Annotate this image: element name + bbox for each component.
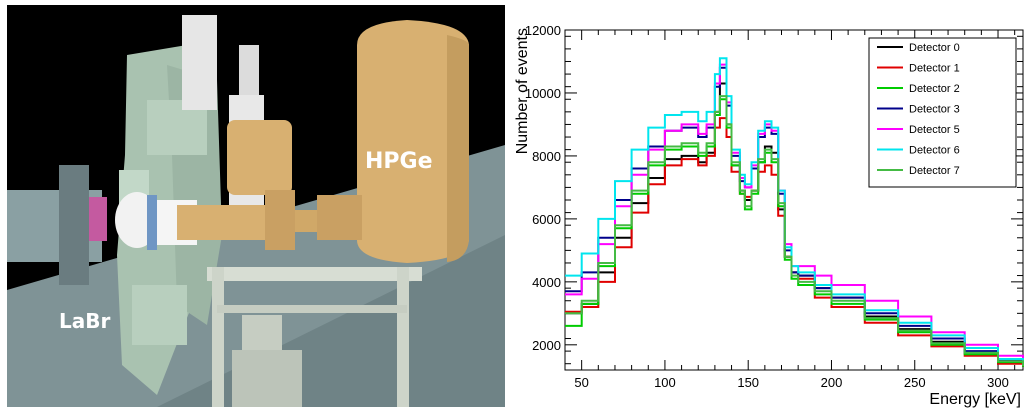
series-line-detector-7 <box>565 95 1024 367</box>
small-detector <box>227 120 292 195</box>
detector-arm-collar <box>265 190 295 250</box>
legend-label: Detector 3 <box>909 104 960 116</box>
y-tick-label: 2000 <box>532 338 561 353</box>
hpge-label: HPGe <box>365 149 433 174</box>
support-frame-leg-right <box>397 267 409 407</box>
x-tick-label: 300 <box>987 375 1009 390</box>
x-tick-label: 200 <box>821 375 843 390</box>
support-frame-leg-left <box>212 267 224 407</box>
x-tick-labels: 50 100 150 200 250 300 <box>574 375 1008 390</box>
x-tick-label: 250 <box>904 375 926 390</box>
beam-flange <box>59 165 89 285</box>
legend-items: Detector 0 Detector 1 Detector 2 Detector 3… <box>877 42 960 177</box>
legend-label: Detector 2 <box>909 83 960 95</box>
hpge-crystal-housing <box>317 195 362 240</box>
y-tick-label: 12000 <box>525 23 561 38</box>
y-axis-title: Number of events <box>514 28 531 154</box>
axis-ticks <box>564 29 1023 370</box>
support-base <box>232 350 302 407</box>
energy-spectrum-chart: 50 100 150 200 250 300 2000 4000 6000 8000 10000 1… <box>514 23 1024 408</box>
support-frame-top <box>207 267 422 281</box>
x-tick-label: 100 <box>654 375 676 390</box>
y-tick-label: 6000 <box>532 212 561 227</box>
y-tick-label: 10000 <box>525 86 561 101</box>
x-tick-label: 50 <box>574 375 588 390</box>
legend: Detector 0 Detector 1 Detector 2 Detector 3… <box>868 37 1017 188</box>
detector-arm <box>177 205 277 240</box>
labr-label: LaBr <box>59 309 110 333</box>
legend-label: Detector 1 <box>909 63 960 75</box>
y-tick-labels: 2000 4000 6000 8000 10000 12000 <box>525 23 561 353</box>
y-tick-label: 8000 <box>532 149 561 164</box>
hpge-dewar-shade <box>447 35 469 262</box>
legend-label: Detector 6 <box>909 145 960 157</box>
legend-label: Detector 0 <box>909 42 960 54</box>
support-frame-bar <box>217 305 407 313</box>
y-tick-label: 4000 <box>532 275 561 290</box>
legend-label: Detector 7 <box>909 165 960 177</box>
series-lines <box>565 57 1024 367</box>
detector-setup-rendering: HPGe LaBr <box>7 5 505 407</box>
legend-label: Detector 5 <box>909 124 960 136</box>
legend-box <box>868 37 1017 188</box>
x-tick-label: 150 <box>737 375 759 390</box>
target-holder <box>89 197 107 241</box>
x-axis-title: Energy [keV] <box>929 391 1021 408</box>
labr-detector-bottom <box>132 285 187 345</box>
chamber-ring <box>147 195 157 250</box>
hpge-dewar <box>357 20 469 263</box>
dewar-top <box>182 15 217 110</box>
support-block <box>242 315 282 350</box>
